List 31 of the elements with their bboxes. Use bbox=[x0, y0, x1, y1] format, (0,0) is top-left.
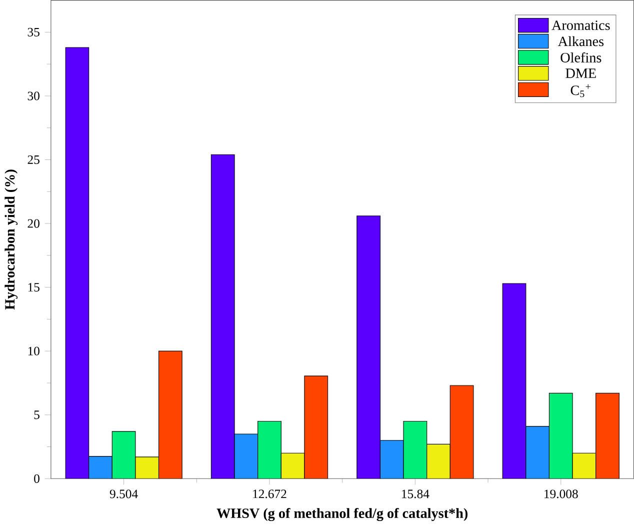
bar bbox=[380, 440, 404, 479]
y-tick-label: 25 bbox=[28, 156, 40, 164]
y-tick-label: 10 bbox=[28, 346, 40, 356]
y-tick-label: 30 bbox=[28, 92, 40, 100]
bar bbox=[88, 456, 112, 479]
x-tick-label: 12.672 bbox=[253, 490, 286, 498]
y-tick-label: 15 bbox=[28, 283, 40, 292]
x-tick-label: 15.84 bbox=[402, 490, 430, 498]
bar bbox=[234, 434, 258, 479]
legend-label: DME bbox=[566, 68, 596, 78]
x-tick-label: 9.504 bbox=[110, 490, 138, 498]
legend-label: Alkanes bbox=[558, 36, 604, 46]
y-tick-label: 20 bbox=[28, 219, 40, 228]
legend-label: C$_{5}$+ bbox=[570, 84, 590, 98]
x-tick-label: 19.008 bbox=[544, 490, 578, 498]
y-tick-label: 0 bbox=[34, 474, 40, 484]
bar bbox=[112, 431, 136, 479]
bar bbox=[158, 350, 182, 479]
legend-label: Olefins bbox=[560, 52, 602, 63]
y-tick-label: 5 bbox=[34, 410, 40, 420]
bar bbox=[548, 393, 573, 479]
y-tick-label: 35 bbox=[28, 28, 40, 37]
y-axis-title: Hydrocarbon yield (%) bbox=[4, 170, 18, 310]
legend-label: Aromatics bbox=[552, 20, 610, 30]
bar bbox=[304, 376, 328, 479]
bar bbox=[526, 426, 550, 479]
bar bbox=[450, 385, 474, 479]
x-axis-title: WHSV (g of methanol fed/g of catalyst*h) bbox=[216, 508, 468, 522]
bar bbox=[258, 421, 282, 479]
bar bbox=[596, 393, 620, 479]
bar bbox=[403, 421, 428, 479]
